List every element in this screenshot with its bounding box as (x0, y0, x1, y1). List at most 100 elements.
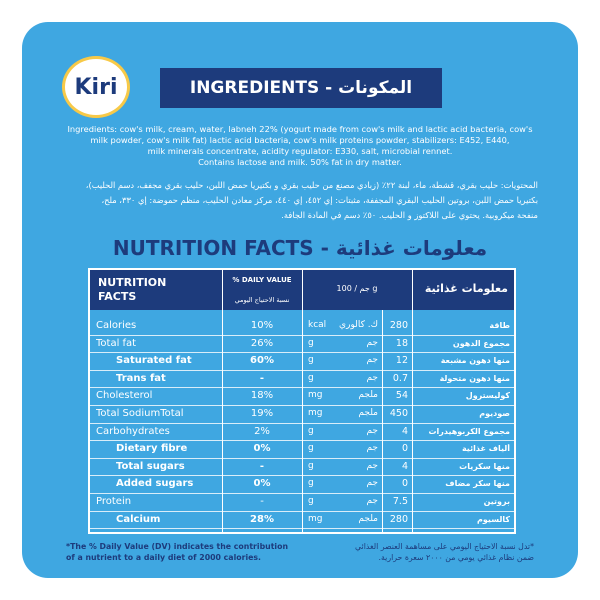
row-line (90, 510, 514, 512)
unit-ar: جم (366, 337, 378, 348)
amount: 4 (401, 425, 408, 437)
unit-en: mg (308, 390, 323, 401)
footnote-en: *The % Daily Value (DV) indicates the co… (66, 542, 289, 551)
unit-ar: جم (366, 425, 378, 436)
daily-value: 18% (250, 390, 274, 402)
column-line (302, 270, 303, 532)
unit-ar: ملجم (358, 408, 378, 418)
header-name: NUTRITION FACTS (98, 276, 167, 303)
header-dv-ar: نسبة الاحتياج اليومي (234, 296, 290, 304)
ingredients-ar-line: منفحة ميكروبية. يحتوي على اللاكتوز و الح… (281, 210, 538, 220)
amount: 4 (401, 460, 408, 472)
nutrient-name-ar: منها سكر مضاف (445, 479, 510, 489)
amount: 18 (395, 337, 408, 349)
daily-value: 26% (250, 337, 274, 349)
nutrition-title: NUTRITION FACTS - معلومات غذائية (112, 236, 488, 260)
row-line (90, 440, 514, 442)
row-line (90, 334, 514, 336)
nutrient-name: Cholesterol (96, 390, 153, 402)
ingredients-ar-line: بكتيريا حمض اللبن، بروتين الحليب البقري … (101, 195, 538, 205)
nutrient-name: Carbohydrates (96, 425, 170, 437)
daily-value: - (259, 372, 265, 384)
nutrient-name: Dietary fibre (116, 443, 188, 455)
nutrition-table: NUTRITION FACTS % DAILY VALUE نسبة الاحتيا… (88, 268, 516, 534)
nutrient-name-ar: منها دهون متحولة (439, 373, 510, 383)
ingredients-en-line: Contains lactose and milk. 50% fat in dr… (198, 157, 402, 167)
row-line (90, 475, 514, 477)
header-ar: معلومات غذائية (424, 282, 508, 295)
nutrient-name-ar: منها سكريات (459, 461, 510, 471)
unit-en: g (308, 425, 314, 436)
daily-value: - (260, 496, 264, 507)
unit-ar: ملجم (358, 390, 378, 401)
unit-en: mg (308, 408, 323, 418)
daily-value: - (259, 460, 265, 472)
nutrient-name: Calcium (116, 513, 161, 525)
ingredients-title: INGREDIENTS - المكونات (160, 68, 442, 108)
unit-ar: جم (366, 372, 378, 383)
row-line (90, 405, 514, 406)
amount: 0 (401, 443, 408, 455)
header-dv: % DAILY VALUE (232, 276, 292, 284)
nutrient-name-ar: مجموع الدهون (452, 338, 510, 348)
amount: 450 (389, 408, 408, 419)
nutrient-name-ar: كالسيوم (477, 514, 510, 524)
row-line (90, 352, 514, 354)
amount: 0 (401, 478, 408, 490)
unit-en: g (308, 337, 314, 348)
nutrient-name: Added sugars (116, 478, 194, 490)
row-line (90, 528, 514, 530)
row-line (90, 457, 514, 459)
ingredients-en-line: milk powder, cow's milk fat) lactic acid… (90, 135, 510, 145)
logo: Kiri (62, 56, 130, 118)
unit-en: g (308, 496, 314, 506)
nutrient-name: Saturated fat (116, 355, 192, 367)
footnote-ar: ضمن نظام غذائي يومي من ٢٠٠٠ سعرة حرارية. (378, 553, 534, 562)
nutrient-name: Total sugars (116, 460, 185, 472)
amount: 0.7 (392, 372, 408, 384)
daily-value: 60% (250, 355, 274, 367)
daily-value: 19% (250, 408, 274, 419)
label-card: Kiri INGREDIENTS - المكونات NUTRITION FA… (22, 22, 578, 578)
column-line (222, 270, 223, 532)
unit-en: g (308, 443, 314, 454)
nutrient-name-ar: كوليسترول (465, 391, 510, 401)
daily-value: 10% (250, 320, 274, 331)
unit-en: g (308, 460, 314, 471)
unit-ar: ملجم (358, 513, 378, 524)
column-line (382, 310, 383, 532)
nutrient-name-ar: طاقة (489, 321, 510, 330)
unit-ar: جم (366, 478, 378, 489)
unit-ar: جم (366, 496, 378, 506)
unit-ar: ك. كالوري (339, 320, 378, 330)
nutrient-name-ar: بروتين (483, 497, 510, 506)
nutrient-name-ar: منها دهون مشبعة (440, 356, 510, 366)
daily-value: 0% (253, 478, 271, 490)
ingredients-en-line: Ingredients: cow's milk, cream, water, l… (67, 124, 533, 134)
unit-en: mg (308, 513, 323, 524)
unit-en: g (308, 372, 314, 383)
header-per: جم / 100 g (336, 284, 378, 293)
nutrient-name-ar: صوديوم (479, 409, 510, 418)
unit-en: kcal (308, 320, 327, 330)
nutrient-name: Protein (96, 496, 132, 507)
daily-value: 0% (253, 443, 271, 455)
amount: 12 (395, 355, 408, 367)
nutrient-name: Total fat (96, 337, 137, 349)
amount: 54 (395, 390, 408, 402)
footnote-ar: *تدل نسبة الاحتياج اليومي على مساهمة الع… (355, 542, 534, 551)
row-line (90, 387, 514, 389)
daily-value: 28% (250, 513, 274, 525)
column-line (412, 270, 413, 532)
row-line (90, 493, 514, 494)
unit-ar: جم (366, 443, 378, 454)
unit-en: g (308, 355, 314, 366)
ingredients-en-line: milk minerals concentrate, acidity regul… (147, 146, 453, 156)
unit-ar: جم (366, 460, 378, 471)
nutrient-name-ar: مجموع الكربوهيدرات (428, 426, 510, 436)
footnote-en: of a nutrient to a daily diet of 2000 ca… (66, 553, 262, 562)
nutrient-name: Calories (96, 320, 137, 331)
nutrient-name: Total SodiumTotal (96, 408, 184, 419)
nutrient-name: Trans fat (116, 372, 166, 384)
